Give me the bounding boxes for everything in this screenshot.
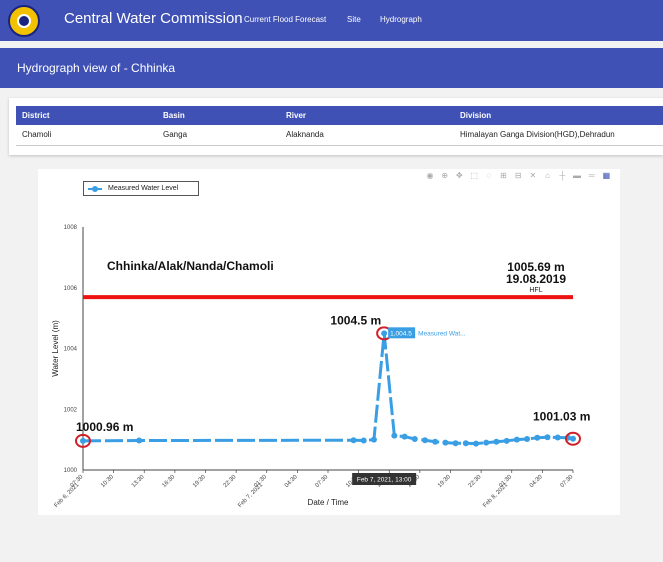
y-tick-label: 1002 bbox=[64, 407, 78, 413]
hover-x-box bbox=[352, 473, 417, 485]
box-select-icon[interactable]: ⬚ bbox=[470, 171, 478, 180]
x-tick-label: 07:30 bbox=[560, 474, 575, 489]
plotly-logo-icon[interactable]: ▦ bbox=[602, 171, 611, 180]
data-point bbox=[544, 434, 551, 441]
data-point bbox=[421, 437, 428, 444]
x-tick-date-label: Feb 8, 2021 bbox=[482, 482, 509, 509]
zoom-in-icon[interactable]: ⊞ bbox=[500, 171, 507, 180]
series-line bbox=[82, 333, 574, 446]
value-basin: Ganga bbox=[163, 130, 188, 139]
station-info-table: District Basin River Division Chamoli Ga… bbox=[9, 98, 663, 155]
legend[interactable]: Measured Water Level bbox=[83, 181, 199, 196]
cwc-logo-icon[interactable] bbox=[8, 5, 40, 37]
data-point bbox=[391, 432, 398, 439]
data-point bbox=[452, 440, 459, 447]
y-tick-label: 1000 bbox=[64, 468, 78, 474]
nav-hydrograph[interactable]: Hydrograph bbox=[380, 15, 422, 24]
header-district: District bbox=[22, 111, 50, 120]
data-point bbox=[401, 433, 408, 440]
data-point bbox=[360, 437, 367, 444]
x-tick-date-label: Feb 6, 2021 bbox=[54, 482, 81, 509]
data-point bbox=[503, 437, 510, 444]
data-point bbox=[554, 434, 561, 441]
data-point bbox=[350, 437, 357, 444]
table-row: Chamoli Ganga Alaknanda Himalayan Ganga … bbox=[16, 125, 663, 146]
legend-label: Measured Water Level bbox=[108, 185, 179, 192]
pan-icon[interactable]: ✥ bbox=[456, 171, 463, 180]
x-tick-date-label: Feb 7, 2021 bbox=[237, 482, 264, 509]
data-point bbox=[411, 436, 418, 443]
data-point bbox=[534, 434, 541, 441]
header-basin: Basin bbox=[163, 111, 185, 120]
data-point bbox=[473, 440, 480, 447]
autoscale-icon[interactable]: ✕ bbox=[529, 171, 537, 180]
data-point bbox=[80, 437, 86, 444]
hover-series-label: Measured Wat... bbox=[418, 330, 466, 337]
hydrograph-chart[interactable]: 1000 1002 1004 1006 1008 07:30 Feb 6, 2021 10:3… bbox=[38, 169, 620, 515]
x-tick-label: 13:30 bbox=[131, 474, 146, 489]
x-axis-title: Date / Time bbox=[308, 498, 349, 507]
x-tick-label: 16:30 bbox=[161, 474, 176, 489]
hover-value-box bbox=[388, 327, 416, 339]
chart-title: Chhinka/Alak/Nanda/Chamoli bbox=[107, 259, 274, 273]
x-tick-label: 22:30 bbox=[468, 474, 483, 489]
page-subheader: Hydrograph view of - Chhinka bbox=[0, 48, 663, 88]
y-axis-title: Water Level (m) bbox=[51, 320, 60, 377]
brand-title[interactable]: Central Water Commission bbox=[64, 10, 243, 27]
hover-value-label: 1,004.5 bbox=[390, 330, 412, 337]
data-point bbox=[432, 438, 439, 445]
annotation-circle bbox=[565, 431, 581, 446]
y-tick-label: 1004 bbox=[64, 347, 78, 353]
data-point bbox=[381, 330, 388, 337]
nav-site[interactable]: Site bbox=[347, 15, 361, 24]
x-tick-label: 07:30 bbox=[315, 474, 330, 489]
value-river: Alaknanda bbox=[286, 130, 324, 139]
annotation-label: 1001.03 m bbox=[533, 410, 590, 424]
hover-x-label: Feb 7, 2021, 13:00 bbox=[357, 477, 412, 484]
data-point bbox=[524, 436, 531, 443]
y-tick-label: 1008 bbox=[64, 225, 78, 231]
data-point bbox=[462, 440, 469, 447]
nav-current-flood-forecast[interactable]: Current Flood Forecast bbox=[244, 15, 327, 24]
value-division: Himalayan Ganga Division(HGD),Dehradun bbox=[460, 130, 615, 139]
data-point bbox=[136, 437, 143, 444]
data-point bbox=[513, 436, 520, 443]
data-point bbox=[570, 435, 576, 442]
annotation-label: 1004.5 m bbox=[330, 313, 381, 327]
annotation-circle bbox=[75, 433, 91, 448]
y-tick-label: 1006 bbox=[64, 286, 78, 292]
hfl-value-label: 1005.69 m bbox=[507, 260, 564, 274]
header-division: Division bbox=[460, 111, 492, 120]
x-tick-label: 10:30 bbox=[100, 474, 115, 489]
table-header: District Basin River Division bbox=[16, 106, 663, 125]
data-point bbox=[483, 439, 490, 446]
navbar: Central Water Commission Current Flood F… bbox=[0, 0, 663, 41]
data-point bbox=[493, 438, 500, 445]
annotation-label: 1000.96 m bbox=[76, 420, 133, 434]
legend-marker bbox=[92, 186, 98, 192]
x-tick-label: 19:30 bbox=[437, 474, 452, 489]
zoom-out-icon[interactable]: ⊟ bbox=[514, 171, 522, 180]
x-tick-label: 19:30 bbox=[192, 474, 207, 489]
camera-icon[interactable]: ◉ bbox=[426, 171, 434, 180]
x-tick-label: 22:30 bbox=[223, 474, 238, 489]
hover-closest-icon[interactable]: ▬ bbox=[573, 171, 581, 180]
data-point bbox=[370, 436, 377, 443]
hfl-label: HFL bbox=[529, 287, 542, 294]
page-title: Hydrograph view of - Chhinka bbox=[17, 61, 176, 75]
data-point bbox=[442, 439, 449, 446]
spike-lines-icon[interactable]: ┼ bbox=[559, 171, 566, 180]
x-tick-label: 04:30 bbox=[529, 474, 544, 489]
lasso-icon[interactable]: ◌ bbox=[486, 171, 492, 180]
hover-compare-icon[interactable]: ═ bbox=[588, 171, 595, 180]
zoom-icon[interactable]: ⊕ bbox=[441, 171, 449, 180]
header-river: River bbox=[286, 111, 307, 120]
reset-axes-icon[interactable]: ⌂ bbox=[545, 171, 551, 180]
hfl-date-label: 19.08.2019 bbox=[506, 272, 566, 286]
x-tick-label: 04:30 bbox=[284, 474, 299, 489]
value-district: Chamoli bbox=[22, 130, 52, 139]
hydrograph-chart-panel: 1000 1002 1004 1006 1008 07:30 Feb 6, 2021 10:3… bbox=[38, 169, 620, 515]
